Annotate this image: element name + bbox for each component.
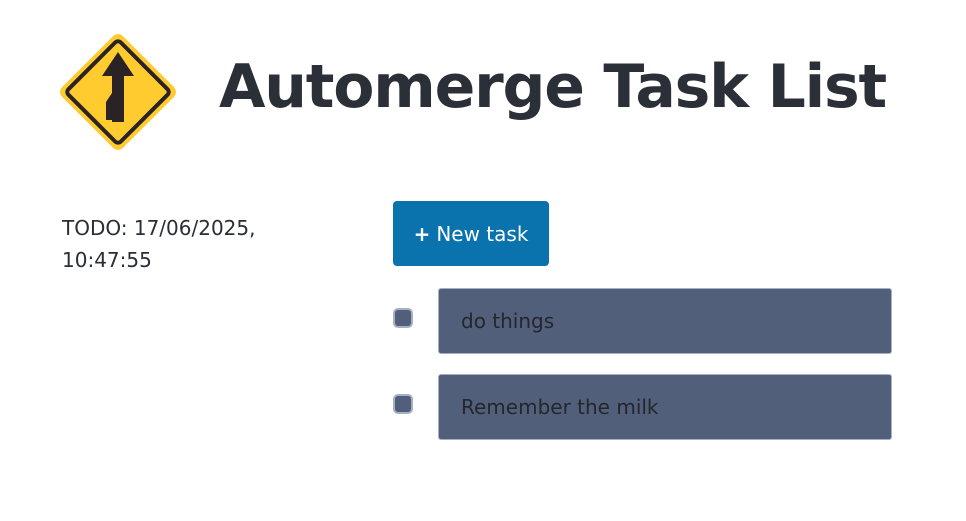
- new-task-button[interactable]: + New task: [393, 201, 549, 266]
- plus-icon: +: [413, 221, 431, 246]
- task-title-input[interactable]: do things: [438, 288, 892, 354]
- task-item: do things: [393, 288, 892, 354]
- task-done-checkbox[interactable]: [393, 394, 413, 414]
- task-title-input[interactable]: Remember the milk: [438, 374, 892, 440]
- document-timestamp: TODO: 17/06/2025, 10:47:55: [62, 216, 256, 272]
- task-done-checkbox[interactable]: [393, 308, 413, 328]
- merge-road-sign-icon: [60, 34, 176, 150]
- task-item: Remember the milk: [393, 374, 892, 440]
- new-task-label: New task: [436, 221, 529, 246]
- page-title: Automerge Task List: [219, 52, 887, 122]
